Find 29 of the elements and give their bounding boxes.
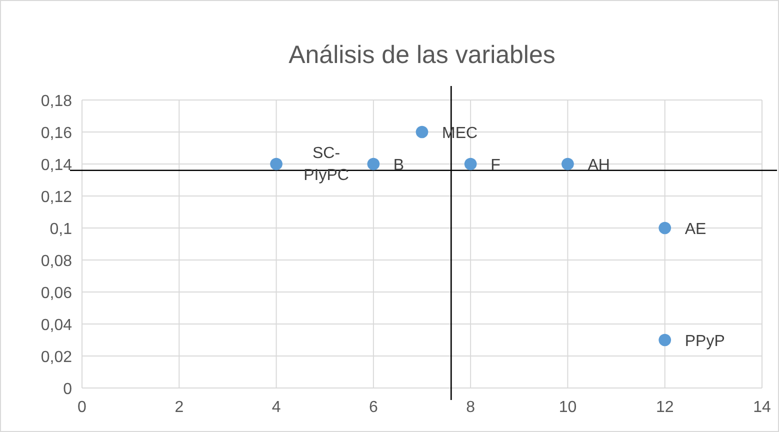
x-tick-label: 2 xyxy=(174,399,184,416)
y-tick-label: 0,12 xyxy=(40,189,72,206)
point xyxy=(367,158,380,170)
y-tick-label: 0,1 xyxy=(50,221,72,238)
y-tick-label: 0,04 xyxy=(40,317,72,334)
y-tick-label: 0,02 xyxy=(40,349,72,366)
annotation: SC-PIyPC xyxy=(304,145,349,184)
y-tick-label: 0,14 xyxy=(40,157,72,174)
y-tick-label: 0,18 xyxy=(40,93,72,110)
y-tick-label: 0 xyxy=(63,381,72,398)
x-tick-label: 10 xyxy=(558,399,577,416)
chart-title: Análisis de las variables xyxy=(288,41,556,69)
x-tick-label: 4 xyxy=(272,399,281,416)
y-tick-label: 0,08 xyxy=(40,253,72,270)
point xyxy=(464,158,477,170)
point xyxy=(562,158,574,170)
x-tick-label: 6 xyxy=(368,399,378,416)
x-tick-label: 14 xyxy=(753,399,771,416)
point xyxy=(270,158,282,170)
point xyxy=(658,334,672,346)
x-tick-label: 0 xyxy=(78,399,87,416)
x-tick-label: 12 xyxy=(656,399,674,416)
annotation: AE xyxy=(684,221,706,238)
x-tick-label: 8 xyxy=(466,399,476,416)
y-tick-label: 0,16 xyxy=(40,125,72,142)
point xyxy=(416,126,428,138)
y-tick-label: 0,06 xyxy=(40,285,72,302)
point xyxy=(658,222,672,234)
annotation: PPyP xyxy=(684,333,725,350)
